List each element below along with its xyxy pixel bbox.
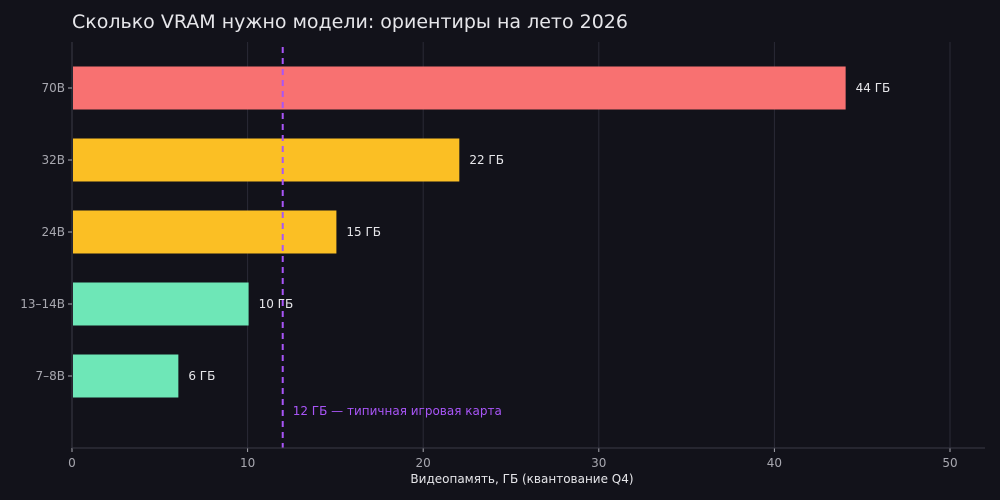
bar-1 (73, 138, 460, 182)
bar-value-label: 10 ГБ (259, 297, 294, 311)
x-tick-label: 20 (416, 456, 431, 470)
x-tick-label: 30 (591, 456, 606, 470)
reference-line-label: 12 ГБ — типичная игровая карта (293, 404, 502, 418)
bar-value-label: 22 ГБ (469, 153, 504, 167)
bar-value-label: 6 ГБ (188, 369, 215, 383)
bars-layer: 44 ГБ 22 ГБ 15 ГБ 10 ГБ 6 ГБ (73, 66, 891, 398)
bar-value-label: 44 ГБ (856, 81, 891, 95)
bar-3 (73, 282, 249, 326)
x-axis-label: Видеопамять, ГБ (квантование Q4) (410, 472, 633, 486)
bar-value-label: 15 ГБ (346, 225, 381, 239)
bar-2 (73, 210, 337, 254)
y-tick-label: 70B (41, 81, 65, 95)
y-tick-label: 24B (41, 225, 65, 239)
chart-title: Сколько VRAM нужно модели: ориентиры на … (72, 11, 628, 33)
bar-0 (73, 66, 846, 110)
y-tick-label: 7–8B (35, 369, 65, 383)
x-tick-label: 50 (942, 456, 957, 470)
axis-layer: 0 10 20 30 40 50 70B 32B 24B 13–14B 7–8B (20, 42, 985, 470)
reference-line-layer: 12 ГБ — типичная игровая карта (281, 47, 502, 448)
x-tick-label: 0 (68, 456, 76, 470)
x-tick-label: 40 (767, 456, 782, 470)
y-tick-label: 32B (41, 153, 65, 167)
y-tick-label: 13–14B (20, 297, 65, 311)
x-tick-label: 10 (240, 456, 255, 470)
bar-4 (73, 354, 179, 398)
